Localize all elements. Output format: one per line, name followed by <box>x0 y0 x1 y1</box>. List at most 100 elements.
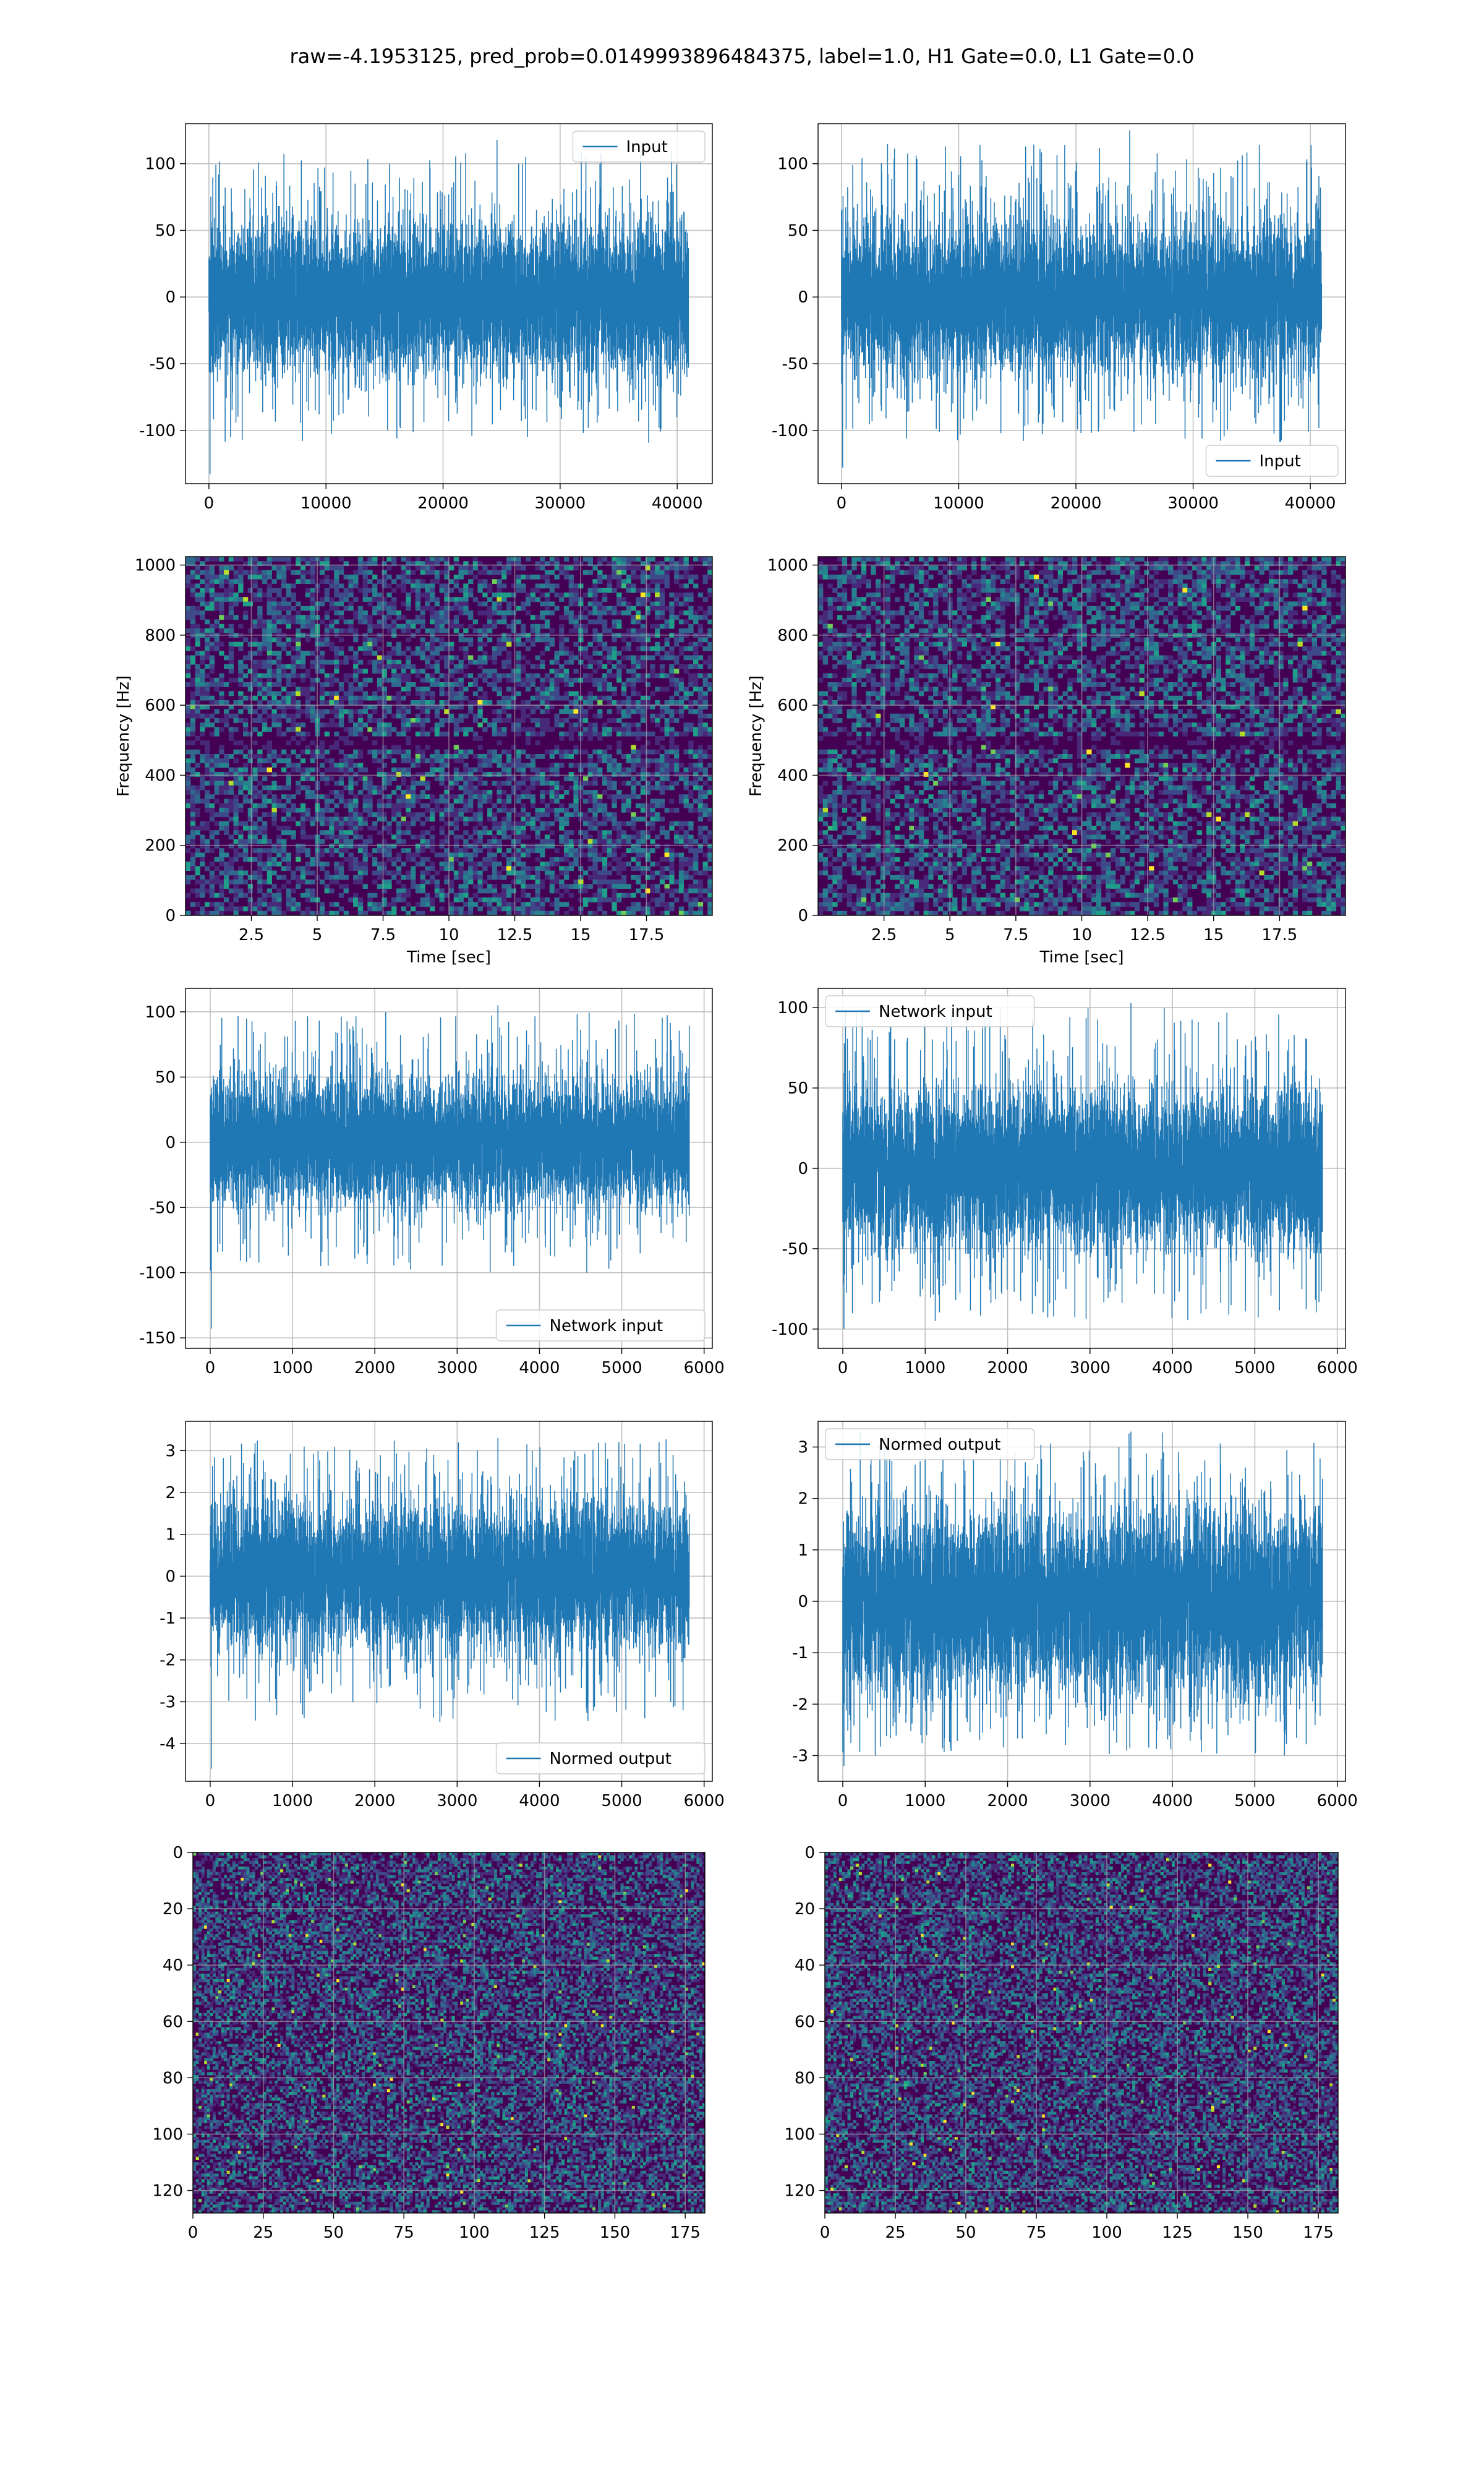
x-tick-label: 25 <box>253 2224 273 2242</box>
y-tick-label: 400 <box>777 766 808 785</box>
y-tick-label: 2 <box>165 1484 176 1502</box>
x-tick-label: 7.5 <box>1003 926 1028 944</box>
series-line <box>208 139 689 474</box>
ts-input-right: 0 10000 20000 30000 40000 100 50 0 -50 -100 Input <box>772 123 1346 513</box>
heatmap-cells <box>193 1852 705 2213</box>
heatmap-cells <box>818 557 1345 915</box>
x-tick-label: 0 <box>205 1359 216 1377</box>
x-tick-label: 3000 <box>437 1792 477 1810</box>
y-tick-label: 100 <box>145 1003 176 1022</box>
x-tick-label: 0 <box>820 2224 830 2242</box>
x-tick-label: 30000 <box>535 494 586 513</box>
y-tick-label: 1000 <box>135 557 176 575</box>
y-tick-label: 120 <box>152 2182 183 2201</box>
y-tick-label: 50 <box>788 1079 808 1098</box>
x-tick-label: 6000 <box>1317 1359 1358 1377</box>
x-tick-label: 175 <box>670 2224 701 2242</box>
y-tick-label: 0 <box>165 1567 176 1586</box>
legend: Input <box>572 131 706 163</box>
x-tick-label: 40000 <box>652 494 703 513</box>
y-tick-label: 0 <box>798 288 808 307</box>
x-tick-label: 20000 <box>417 494 469 513</box>
x-tick-label: 25 <box>885 2224 905 2242</box>
x-tick-label: 15 <box>1203 926 1224 944</box>
ts-network-left: 0 1000 2000 3000 4000 5000 6000 100 50 0 -50 -100 -1… <box>139 988 725 1377</box>
legend-label: Input <box>626 138 668 156</box>
x-tick-label: 7.5 <box>370 926 396 944</box>
x-tick-label: 5 <box>312 926 323 944</box>
x-tick-label: 5 <box>945 926 955 944</box>
gridlines <box>186 557 712 916</box>
x-tick-label: 125 <box>1162 2224 1193 2242</box>
x-tick-label: 17.5 <box>1261 926 1297 944</box>
y-tick-label: 800 <box>145 627 176 645</box>
y-tick-label: 400 <box>145 766 176 785</box>
x-tick-label: 100 <box>459 2224 490 2242</box>
x-tick-label: 6000 <box>684 1792 725 1810</box>
y-tick-label: 0 <box>798 907 808 925</box>
legend: Network input <box>495 1309 706 1342</box>
heatmap-cells <box>825 1852 1338 2213</box>
y-tick-label: 0 <box>798 1160 808 1178</box>
x-axis-label: Time [sec] <box>1039 948 1124 967</box>
y-tick-label: 3 <box>165 1442 176 1460</box>
x-tick-label: 5000 <box>601 1792 642 1810</box>
x-tick-label: 150 <box>1232 2224 1263 2242</box>
y-tick-label: 0 <box>173 1844 183 1862</box>
x-tick-label: 100 <box>1091 2224 1122 2242</box>
x-tick-label: 3000 <box>437 1359 477 1377</box>
y-tick-label: 100 <box>777 155 808 174</box>
y-tick-label: 0 <box>798 1593 808 1611</box>
y-tick-label: -100 <box>139 1264 176 1283</box>
y-tick-label: -150 <box>139 1329 176 1348</box>
y-tick-label: 40 <box>795 1956 815 1975</box>
spec-right: 2.5 5 7.5 10 12.5 15 17.5 0 200 400 600 800 1000 Time… <box>747 556 1346 967</box>
axes-frame <box>192 1852 706 2214</box>
img-right: 0 25 50 75 100 125 150 175 0 20 40 60 80 100 120 <box>784 1844 1339 2242</box>
x-tick-label: 1000 <box>272 1792 313 1810</box>
y-tick-label: 120 <box>784 2182 815 2201</box>
y-tick-label: -1 <box>792 1644 808 1663</box>
x-tick-label: 1000 <box>905 1792 945 1810</box>
y-tick-label: 2 <box>798 1490 808 1509</box>
x-tick-label: 50 <box>323 2224 344 2242</box>
x-tick-label: 4000 <box>519 1359 560 1377</box>
legend-label: Input <box>1260 452 1301 471</box>
series-line <box>210 1438 690 1769</box>
y-tick-label: 80 <box>163 2069 183 2087</box>
y-tick-label: 0 <box>165 907 176 925</box>
y-tick-label: 100 <box>777 999 808 1017</box>
x-tick-label: 0 <box>838 1792 848 1810</box>
legend: Normed output <box>825 1428 1035 1460</box>
legend-label: Network input <box>550 1317 663 1335</box>
img-left: 0 25 50 75 100 125 150 175 0 20 40 60 80 100 120 <box>152 1844 706 2242</box>
x-tick-label: 10000 <box>933 494 984 513</box>
x-tick-label: 5000 <box>601 1359 642 1377</box>
axes-frame <box>185 123 713 484</box>
y-tick-label: -100 <box>772 1320 808 1339</box>
legend: Input <box>1205 445 1339 477</box>
x-tick-label: 3000 <box>1070 1792 1111 1810</box>
x-tick-label: 30000 <box>1167 494 1219 513</box>
legend-label: Normed output <box>879 1436 1000 1454</box>
y-tick-label: 200 <box>145 837 176 855</box>
y-tick-label: -1 <box>160 1609 176 1628</box>
x-tick-label: 2000 <box>987 1792 1028 1810</box>
x-tick-label: 12.5 <box>497 926 533 944</box>
y-tick-label: 200 <box>777 837 808 855</box>
y-axis-label: Frequency [Hz] <box>747 675 765 797</box>
y-tick-label: 20 <box>795 1900 815 1919</box>
x-tick-label: 0 <box>837 494 847 513</box>
y-tick-label: 1 <box>798 1541 808 1560</box>
y-tick-label: 0 <box>804 1844 815 1862</box>
ts-normed-left: 0 1000 2000 3000 4000 5000 6000 3 2 1 0 -1 -2 -3 -4 Nor… <box>160 1421 725 1810</box>
heatmap-cells <box>186 557 712 915</box>
y-tick-label: 60 <box>795 2013 815 2031</box>
x-tick-label: 175 <box>1303 2224 1334 2242</box>
x-tick-label: 1000 <box>272 1359 313 1377</box>
y-tick-label: 100 <box>152 2125 183 2144</box>
legend-label: Normed output <box>550 1750 672 1768</box>
x-tick-label: 5000 <box>1234 1792 1275 1810</box>
y-tick-label: -50 <box>782 355 808 374</box>
y-tick-label: 0 <box>165 1134 176 1152</box>
